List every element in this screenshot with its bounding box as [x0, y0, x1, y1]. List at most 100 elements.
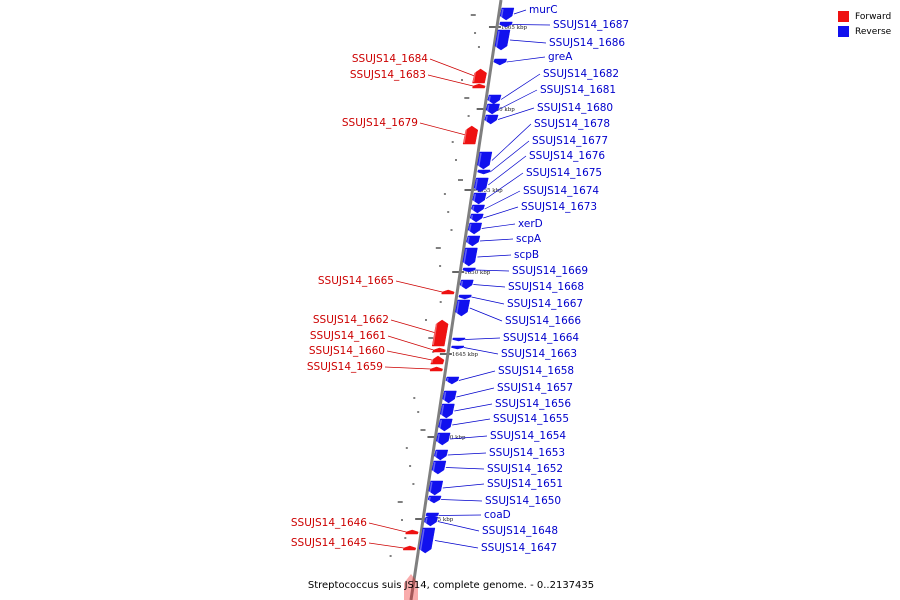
- gene-feature[interactable]: [452, 337, 466, 342]
- strand-legend: Forward Reverse: [838, 9, 891, 39]
- gene-feature[interactable]: [436, 432, 451, 446]
- gene-feature[interactable]: [477, 169, 491, 175]
- gene-label[interactable]: SSUJS14_1663: [501, 348, 577, 360]
- gene-label[interactable]: SSUJS14_1664: [503, 332, 579, 344]
- gene-feature[interactable]: [459, 279, 474, 290]
- gene-feature[interactable]: [430, 355, 445, 365]
- gene-label[interactable]: SSUJS14_1662: [313, 314, 389, 326]
- gene-label[interactable]: SSUJS14_1677: [532, 135, 608, 147]
- label-leader-line: [512, 24, 551, 26]
- gene-feature[interactable]: [451, 345, 465, 350]
- gene-label[interactable]: xerD: [518, 218, 543, 230]
- gene-label[interactable]: SSUJS14_1684: [352, 53, 428, 65]
- gene-feature[interactable]: [472, 192, 487, 205]
- gene-feature[interactable]: [472, 83, 486, 89]
- gene-feature[interactable]: [499, 7, 515, 21]
- gene-label[interactable]: SSUJS14_1646: [291, 517, 367, 529]
- gene-feature[interactable]: [438, 418, 453, 432]
- label-leader-line: [452, 418, 491, 426]
- gene-feature[interactable]: [442, 390, 457, 404]
- gene-label[interactable]: SSUJS14_1645: [291, 537, 367, 549]
- gene-label[interactable]: coaD: [484, 509, 511, 521]
- label-leader-line: [486, 172, 524, 199]
- gene-feature[interactable]: [472, 68, 487, 84]
- gene-feature[interactable]: [466, 235, 481, 247]
- gene-label[interactable]: SSUJS14_1661: [310, 330, 386, 342]
- gene-feature[interactable]: [484, 114, 499, 125]
- genome-axis: [409, 0, 503, 600]
- label-leader-line: [445, 467, 485, 470]
- gene-label[interactable]: SSUJS14_1686: [549, 37, 625, 49]
- gene-feature[interactable]: [462, 247, 478, 267]
- gene-feature[interactable]: [485, 103, 500, 115]
- gene-label[interactable]: SSUJS14_1668: [508, 281, 584, 293]
- gene-feature[interactable]: [445, 376, 460, 385]
- gene-label[interactable]: scpB: [514, 249, 539, 261]
- gene-label[interactable]: SSUJS14_1675: [526, 167, 602, 179]
- gene-highlight: [487, 95, 491, 104]
- gene-label[interactable]: greA: [548, 51, 573, 63]
- gene-label[interactable]: SSUJS14_1654: [490, 430, 566, 442]
- gene-label[interactable]: SSUJS14_1648: [482, 525, 558, 537]
- label-leader-line: [491, 123, 532, 161]
- gene-label[interactable]: SSUJS14_1681: [540, 84, 616, 96]
- gene-feature[interactable]: [432, 347, 446, 353]
- gene-feature[interactable]: [487, 94, 502, 105]
- gene-label[interactable]: SSUJS14_1653: [489, 447, 565, 459]
- label-leader-line: [506, 56, 546, 63]
- gene-feature[interactable]: [431, 460, 447, 475]
- gene-feature[interactable]: [418, 527, 436, 554]
- gene-label[interactable]: SSUJS14_1651: [487, 478, 563, 490]
- label-leader-line: [442, 483, 485, 489]
- gene-feature[interactable]: [440, 403, 455, 419]
- gene-label[interactable]: SSUJS14_1682: [543, 68, 619, 80]
- gene-feature[interactable]: [431, 319, 449, 347]
- gene-label[interactable]: SSUJS14_1666: [505, 315, 581, 327]
- gene-label[interactable]: SSUJS14_1680: [537, 102, 613, 114]
- gene-feature[interactable]: [434, 449, 449, 461]
- gene-label[interactable]: SSUJS14_1673: [521, 201, 597, 213]
- gene-label[interactable]: SSUJS14_1657: [497, 382, 573, 394]
- gene-feature[interactable]: [471, 204, 485, 214]
- gene-feature[interactable]: [429, 366, 443, 372]
- gene-feature[interactable]: [441, 289, 455, 295]
- gene-feature[interactable]: [427, 495, 442, 504]
- gene-feature[interactable]: [402, 545, 417, 551]
- gene-feature[interactable]: [424, 516, 439, 527]
- gene-label[interactable]: SSUJS14_1676: [529, 150, 605, 162]
- gene-label[interactable]: scpA: [516, 233, 542, 245]
- gene-feature[interactable]: [477, 151, 493, 170]
- gene-feature[interactable]: [462, 267, 476, 273]
- gene-feature[interactable]: [469, 213, 484, 223]
- gene-feature[interactable]: [473, 177, 489, 193]
- gene-label[interactable]: SSUJS14_1658: [498, 365, 574, 377]
- gene-feature[interactable]: [499, 21, 513, 28]
- gene-feature[interactable]: [455, 299, 471, 317]
- gene-label[interactable]: SSUJS14_1656: [495, 398, 571, 410]
- gene-feature[interactable]: [462, 125, 479, 145]
- gene-label[interactable]: murC: [529, 4, 558, 16]
- gene-label[interactable]: SSUJS14_1687: [553, 19, 629, 31]
- gene-label[interactable]: SSUJS14_1647: [481, 542, 557, 554]
- gene-feature[interactable]: [458, 294, 472, 300]
- gene-label[interactable]: SSUJS14_1674: [523, 185, 599, 197]
- gene-feature[interactable]: [494, 29, 511, 51]
- gene-label[interactable]: SSUJS14_1669: [512, 265, 588, 277]
- gene-label[interactable]: SSUJS14_1659: [307, 361, 383, 373]
- gene-label[interactable]: SSUJS14_1660: [309, 345, 385, 357]
- label-leader-line: [429, 58, 475, 77]
- label-leader-line: [386, 350, 433, 361]
- gene-feature[interactable]: [405, 529, 419, 535]
- gene-label[interactable]: SSUJS14_1652: [487, 463, 563, 475]
- gene-feature[interactable]: [467, 222, 483, 235]
- gene-feature[interactable]: [493, 58, 508, 66]
- gene-label[interactable]: SSUJS14_1679: [342, 117, 418, 129]
- gene-label[interactable]: SSUJS14_1665: [318, 275, 394, 287]
- gene-feature[interactable]: [428, 480, 444, 496]
- gene-label[interactable]: SSUJS14_1667: [507, 298, 583, 310]
- gene-label[interactable]: SSUJS14_1683: [350, 69, 426, 81]
- gene-label[interactable]: SSUJS14_1655: [493, 413, 569, 425]
- gene-label[interactable]: SSUJS14_1650: [485, 495, 561, 507]
- legend-forward-label: Forward: [855, 11, 892, 22]
- gene-label[interactable]: SSUJS14_1678: [534, 118, 610, 130]
